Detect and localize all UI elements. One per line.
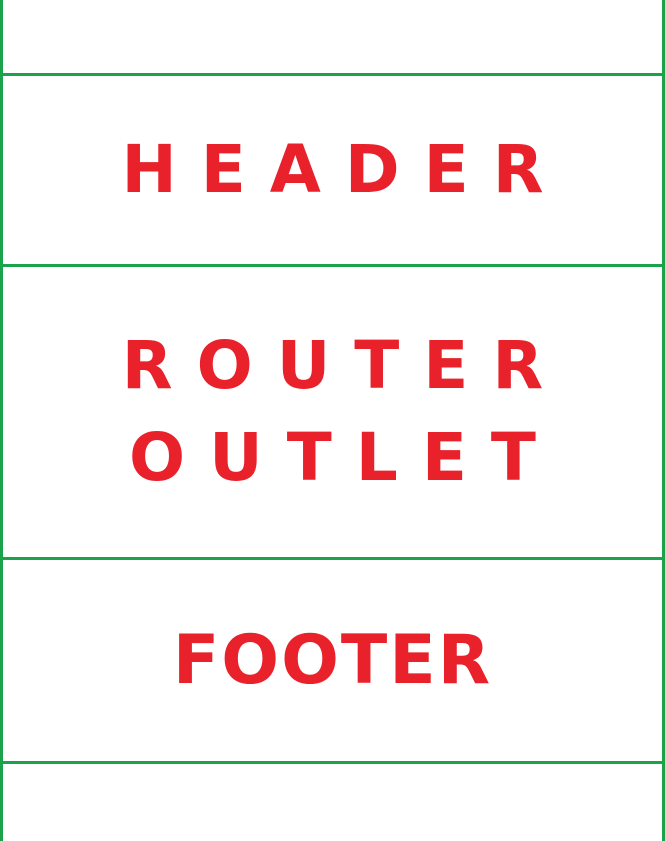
divider-top: [0, 73, 665, 76]
divider-header-router: [0, 264, 665, 267]
router-outlet-section: ROUTER OUTLET: [3, 267, 662, 557]
router-outlet-label-line2: OUTLET: [129, 419, 560, 496]
header-section: HEADER: [3, 76, 662, 264]
router-outlet-label-line1: ROUTER: [121, 327, 568, 404]
header-label: HEADER: [121, 131, 568, 208]
divider-router-footer: [0, 557, 665, 560]
footer-label: FOOTER: [172, 620, 493, 700]
divider-bottom: [0, 761, 665, 764]
footer-section: FOOTER: [3, 560, 662, 761]
